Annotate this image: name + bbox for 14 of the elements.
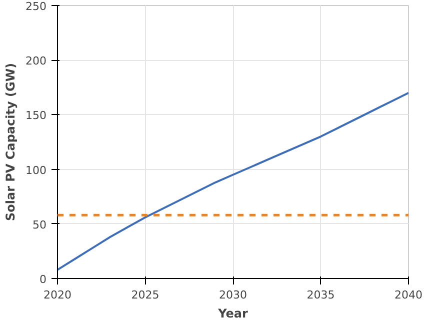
x-tick-label: 2025: [131, 288, 160, 302]
y-tick-label: 100: [26, 164, 47, 177]
y-tick-label: 0: [40, 273, 46, 286]
x-tick-label: 2040: [394, 288, 423, 302]
y-tick-label: 150: [26, 109, 47, 122]
line-series: [58, 92, 408, 271]
y-axis-title: Solar PV Capacity (GW): [4, 62, 18, 222]
x-axis-title: Year: [217, 306, 248, 320]
y-tick-label: 200: [26, 54, 47, 68]
y-tick-label: 250: [26, 0, 47, 13]
x-tick-label: 2030: [219, 288, 248, 302]
y-tick-label: 50: [32, 218, 47, 232]
x-tick-label: 2020: [44, 288, 72, 302]
x-tick-label: 2035: [306, 288, 335, 302]
